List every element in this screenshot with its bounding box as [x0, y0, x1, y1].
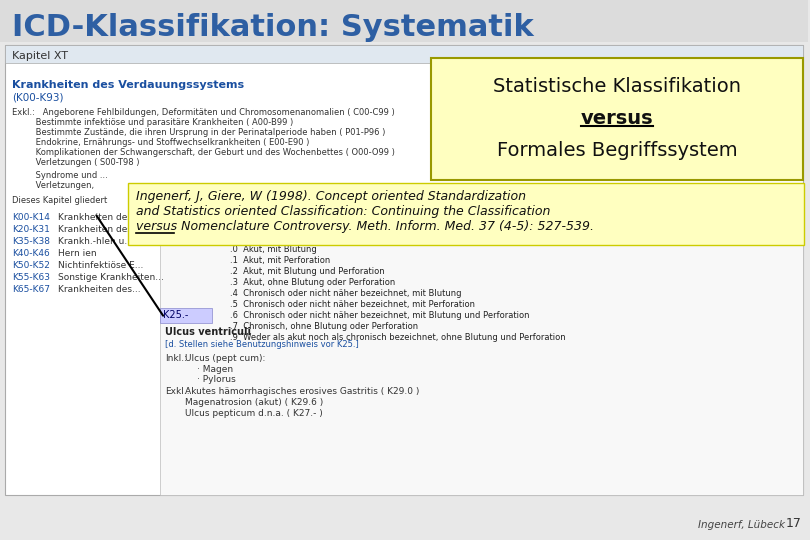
Text: Ingenerf, J, Giere, W (1998). Concept oriented Standardization: Ingenerf, J, Giere, W (1998). Concept or…	[136, 190, 526, 203]
Text: [d. Stellen siehe Benutzungshinweis vor K25.]: [d. Stellen siehe Benutzungshinweis vor …	[164, 340, 358, 349]
Text: Endokrine, Ernährungs- und Stoffwechselkrankheiten ( E00-E90 ): Endokrine, Ernährungs- und Stoffwechselk…	[12, 138, 309, 147]
Text: .7  Chronisch, ohne Blutung oder Perforation: .7 Chronisch, ohne Blutung oder Perforat…	[229, 322, 418, 331]
Text: Verletzungen,: Verletzungen,	[12, 181, 94, 190]
FancyBboxPatch shape	[5, 45, 804, 63]
FancyBboxPatch shape	[128, 183, 804, 245]
Text: Ulcus pepticum d.n.a. ( K27.- ): Ulcus pepticum d.n.a. ( K27.- )	[185, 409, 322, 418]
Text: Sonstige Krankheiten...: Sonstige Krankheiten...	[58, 273, 164, 282]
Text: Magenatrosion (akut) ( K29.6 ): Magenatrosion (akut) ( K29.6 )	[185, 398, 323, 407]
Text: .1  Akut, mit Perforation: .1 Akut, mit Perforation	[229, 256, 330, 265]
FancyBboxPatch shape	[160, 308, 211, 323]
Text: Krankheiten des ...: Krankheiten des ...	[58, 213, 143, 222]
Text: Krankheiten des...: Krankheiten des...	[58, 285, 140, 294]
Text: K35-K38: K35-K38	[12, 237, 50, 246]
Text: K25.-: K25.-	[163, 310, 188, 320]
Text: .0  Akut, mit Blutung: .0 Akut, mit Blutung	[229, 245, 316, 254]
Text: K50-K52: K50-K52	[12, 261, 50, 270]
Text: K00-K14: K00-K14	[12, 213, 50, 222]
Text: versus Nomenclature Controversy. Meth. Inform. Med. 37 (4-5): 527-539.: versus Nomenclature Controversy. Meth. I…	[136, 220, 594, 233]
Text: Krankh.-hlen u...: Krankh.-hlen u...	[58, 237, 133, 246]
Text: Bestimmte infektiöse und parasitäre Krankheiten ( A00-B99 ): Bestimmte infektiöse und parasitäre Kran…	[12, 118, 293, 127]
Text: .2  Akut, mit Blutung und Perforation: .2 Akut, mit Blutung und Perforation	[229, 267, 384, 276]
FancyBboxPatch shape	[0, 0, 808, 42]
Text: K40-K46: K40-K46	[12, 249, 49, 258]
Text: (K00-K93): (K00-K93)	[12, 93, 63, 103]
FancyBboxPatch shape	[5, 45, 804, 495]
Text: K65-K67: K65-K67	[12, 285, 50, 294]
Text: Kapitel XT: Kapitel XT	[12, 51, 68, 61]
Text: .3  Akut, ohne Blutung oder Perforation: .3 Akut, ohne Blutung oder Perforation	[229, 278, 394, 287]
FancyBboxPatch shape	[431, 58, 804, 180]
Text: ICD-Klassifikation: Systematik: ICD-Klassifikation: Systematik	[12, 14, 534, 43]
Text: Ingenerf, Lübeck: Ingenerf, Lübeck	[698, 520, 786, 530]
Text: Hern ien: Hern ien	[58, 249, 96, 258]
Text: · Magen: · Magen	[197, 365, 232, 374]
Text: Ulcus ventriculi: Ulcus ventriculi	[164, 327, 250, 337]
Text: Verletzungen ( S00-T98 ): Verletzungen ( S00-T98 )	[12, 158, 139, 167]
FancyBboxPatch shape	[160, 233, 804, 495]
Text: Komplikationen der Schwangerschaft, der Geburt und des Wochenbettes ( O00-O99 ): Komplikationen der Schwangerschaft, der …	[12, 148, 394, 157]
Text: .6  Chronisch oder nicht näher bezeichnet, mit Blutung und Perforation: .6 Chronisch oder nicht näher bezeichnet…	[229, 311, 529, 320]
Text: Formales Begriffssystem: Formales Begriffssystem	[497, 140, 737, 159]
Text: Krankheiten des Verdauungssystems: Krankheiten des Verdauungssystems	[12, 80, 244, 90]
Text: Ulcus (pept cum):: Ulcus (pept cum):	[185, 354, 265, 363]
Text: Nichtinfektiöse E...: Nichtinfektiöse E...	[58, 261, 143, 270]
Text: Statistische Klassifikation: Statistische Klassifikation	[493, 77, 741, 96]
Text: Exkl.:   Angeborene Fehlbildungen, Deformitäten und Chromosomenanomalien ( C00-C: Exkl.: Angeborene Fehlbildungen, Deformi…	[12, 108, 394, 117]
Text: Bei den Schlüsselnummern K25-K28 sind die folgenden vorton Stellen zu benutzen:: Bei den Schlüsselnummern K25-K28 sind di…	[224, 235, 544, 244]
Text: Inkl.:: Inkl.:	[164, 354, 186, 363]
Text: .4  Chronisch oder nicht näher bezeichnet, mit Blutung: .4 Chronisch oder nicht näher bezeichnet…	[229, 289, 461, 298]
Text: Bestimmte Zustände, die ihren Ursprung in der Perinatalperiode haben ( P01-P96 ): Bestimmte Zustände, die ihren Ursprung i…	[12, 128, 386, 137]
Text: .5  Chronisch oder nicht näher bezeichnet, mit Perforation: .5 Chronisch oder nicht näher bezeichnet…	[229, 300, 475, 309]
Text: and Statistics oriented Classification: Continuing the Classification: and Statistics oriented Classification: …	[136, 205, 550, 218]
Text: Akutes hämorrhagisches erosives Gastritis ( K29.0 ): Akutes hämorrhagisches erosives Gastriti…	[185, 387, 419, 396]
Text: K20-K31: K20-K31	[12, 225, 50, 234]
Text: · Pylorus: · Pylorus	[197, 375, 236, 384]
Text: Krankheiten des ...: Krankheiten des ...	[58, 225, 143, 234]
Text: K55-K63: K55-K63	[12, 273, 50, 282]
Text: .9  Weder als akut noch als chronisch bezeichnet, ohne Blutung und Perforation: .9 Weder als akut noch als chronisch bez…	[229, 333, 565, 342]
Text: 17: 17	[786, 517, 801, 530]
Text: Exkl.:: Exkl.:	[164, 387, 190, 396]
Text: Syndrome und ...: Syndrome und ...	[12, 171, 108, 180]
Text: Dieses Kapitel gliedert: Dieses Kapitel gliedert	[12, 196, 107, 205]
Text: versus: versus	[581, 109, 654, 127]
